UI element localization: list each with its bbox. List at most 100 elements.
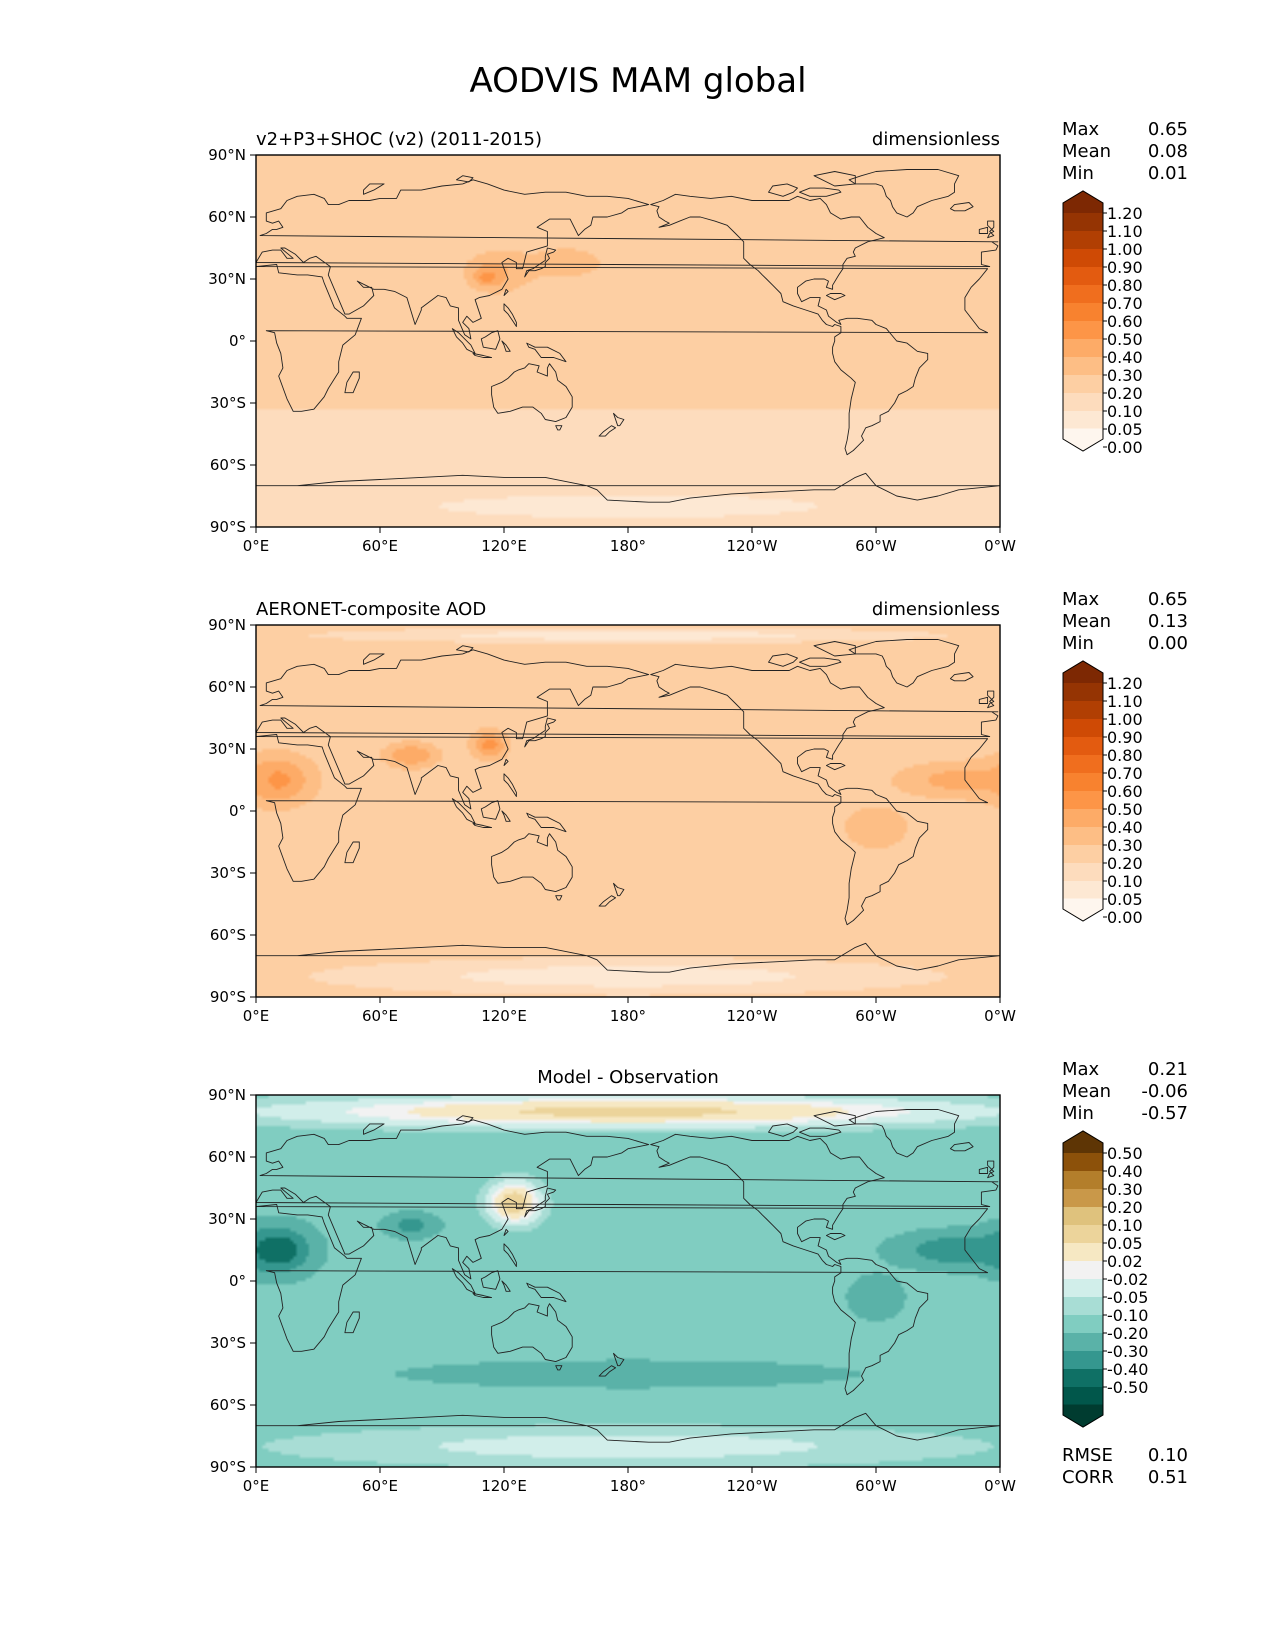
panel-center-title: Model - Observation <box>537 1067 719 1088</box>
colorbar-segment <box>1063 719 1103 738</box>
stat-value: 0.65 <box>1148 119 1188 140</box>
colorbar-segment <box>1063 791 1103 810</box>
y-tick-label: 30°S <box>210 864 246 882</box>
colorbar-label: -0.02 <box>1107 1270 1148 1289</box>
colorbar-label: 0.05 <box>1107 890 1143 909</box>
colorbar-label: 0.10 <box>1107 872 1143 891</box>
stat-value: 0.65 <box>1148 589 1188 610</box>
y-tick-label: 60°S <box>210 926 246 944</box>
colorbar-segment <box>1063 773 1103 792</box>
coastlines <box>256 1109 1000 1443</box>
colorbar-label: 0.70 <box>1107 294 1143 313</box>
colorbar-label: 0.40 <box>1107 818 1143 837</box>
colorbar-label: 1.00 <box>1107 710 1143 729</box>
y-tick-label: 90°S <box>210 1458 246 1476</box>
colorbar-segment <box>1063 701 1103 720</box>
x-tick-label: 120°E <box>481 537 527 555</box>
x-tick-label: 180° <box>610 537 646 555</box>
map-field-difference <box>256 1095 1000 1467</box>
stat-value: -0.06 <box>1141 1081 1188 1102</box>
colorbar-segment <box>1063 1189 1103 1208</box>
colorbar-segment <box>1063 1153 1103 1172</box>
x-tick-label: 0°E <box>243 537 270 555</box>
y-tick-label: 60°N <box>208 678 246 696</box>
colorbar-label: 1.20 <box>1107 674 1143 693</box>
x-tick-label: 60°W <box>855 1477 897 1495</box>
x-tick-label: 60°E <box>362 537 398 555</box>
colorbar-segment <box>1063 1351 1103 1370</box>
x-tick-label: 120°E <box>481 1477 527 1495</box>
colorbar-segment <box>1063 375 1103 394</box>
colorbar-label: 0.40 <box>1107 348 1143 367</box>
y-tick-label: 60°N <box>208 208 246 226</box>
colorbar-label: 0.90 <box>1107 258 1143 277</box>
colorbar-label: -0.20 <box>1107 1324 1148 1343</box>
colorbar-label: 0.30 <box>1107 366 1143 385</box>
colorbar-segment <box>1063 393 1103 412</box>
colorbar-segment <box>1063 357 1103 376</box>
colorbar-segment <box>1063 1243 1103 1262</box>
stat-value: 0.13 <box>1148 611 1188 632</box>
y-tick-label: 90°S <box>210 988 246 1006</box>
x-tick-label: 120°W <box>727 1477 778 1495</box>
colorbar-label: 1.10 <box>1107 222 1143 241</box>
colorbar-label: -0.10 <box>1107 1306 1148 1325</box>
y-tick-label: 60°S <box>210 1396 246 1414</box>
colorbar-segment <box>1063 827 1103 846</box>
stat-value: 0.00 <box>1148 633 1188 654</box>
stat-label: Min <box>1062 163 1094 184</box>
colorbar-segment <box>1063 683 1103 702</box>
x-tick-label: 0°W <box>984 537 1016 555</box>
colorbar-segment <box>1063 1369 1103 1388</box>
colorbar-label: -0.30 <box>1107 1342 1148 1361</box>
colorbar-label: 0.00 <box>1107 908 1143 927</box>
colorbar-outline <box>1062 1130 1104 1428</box>
y-tick-label: 0° <box>229 1272 246 1290</box>
colorbar-label: 0.60 <box>1107 782 1143 801</box>
x-tick-label: 120°W <box>727 1007 778 1025</box>
colorbar-label: 0.50 <box>1107 1144 1143 1163</box>
colorbar-segment <box>1063 231 1103 250</box>
x-tick-label: 60°W <box>855 1007 897 1025</box>
stat-label: Min <box>1062 633 1094 654</box>
stat-label: Mean <box>1062 1081 1111 1102</box>
colorbar-segment <box>1063 285 1103 304</box>
colorbar-label: 0.20 <box>1107 1198 1143 1217</box>
y-tick-label: 30°N <box>208 270 246 288</box>
colorbar-segment <box>1063 1297 1103 1316</box>
colorbar-label: 0.40 <box>1107 1162 1143 1181</box>
colorbar-label: 1.00 <box>1107 240 1143 259</box>
colorbar-label: 0.90 <box>1107 728 1143 747</box>
y-tick-label: 90°N <box>208 616 246 634</box>
x-tick-label: 60°E <box>362 1007 398 1025</box>
x-tick-label: 60°E <box>362 1477 398 1495</box>
colorbar-label: -0.05 <box>1107 1288 1148 1307</box>
colorbar-segment <box>1063 249 1103 268</box>
colorbar-segment <box>1063 809 1103 828</box>
coastlines <box>256 169 1000 503</box>
coastlines <box>256 639 1000 973</box>
panel-right-title: dimensionless <box>872 599 1000 620</box>
map-field-reference <box>256 625 1000 997</box>
extra-stat-label: RMSE <box>1062 1445 1113 1466</box>
extra-stat-label: CORR <box>1062 1467 1114 1488</box>
colorbar-segment <box>1063 737 1103 756</box>
map-field-test <box>256 155 1000 527</box>
colorbar-label: 0.70 <box>1107 764 1143 783</box>
colorbar-segment <box>1062 428 1104 452</box>
colorbar-segment <box>1063 1315 1103 1334</box>
y-tick-label: 30°N <box>208 1210 246 1228</box>
x-tick-label: 0°E <box>243 1477 270 1495</box>
extra-stat-value: 0.10 <box>1148 1445 1188 1466</box>
colorbar-label: 0.80 <box>1107 746 1143 765</box>
colorbar-segment <box>1063 1387 1103 1406</box>
colorbar-label: 0.05 <box>1107 420 1143 439</box>
colorbar-outline <box>1062 660 1104 922</box>
stat-value: 0.01 <box>1148 163 1188 184</box>
y-tick-label: 90°N <box>208 146 246 164</box>
colorbar-label: 0.30 <box>1107 836 1143 855</box>
colorbar-segment <box>1062 660 1104 684</box>
colorbar-segment <box>1063 339 1103 358</box>
colorbar-label: 0.10 <box>1107 402 1143 421</box>
colorbar-segment <box>1062 1404 1104 1428</box>
